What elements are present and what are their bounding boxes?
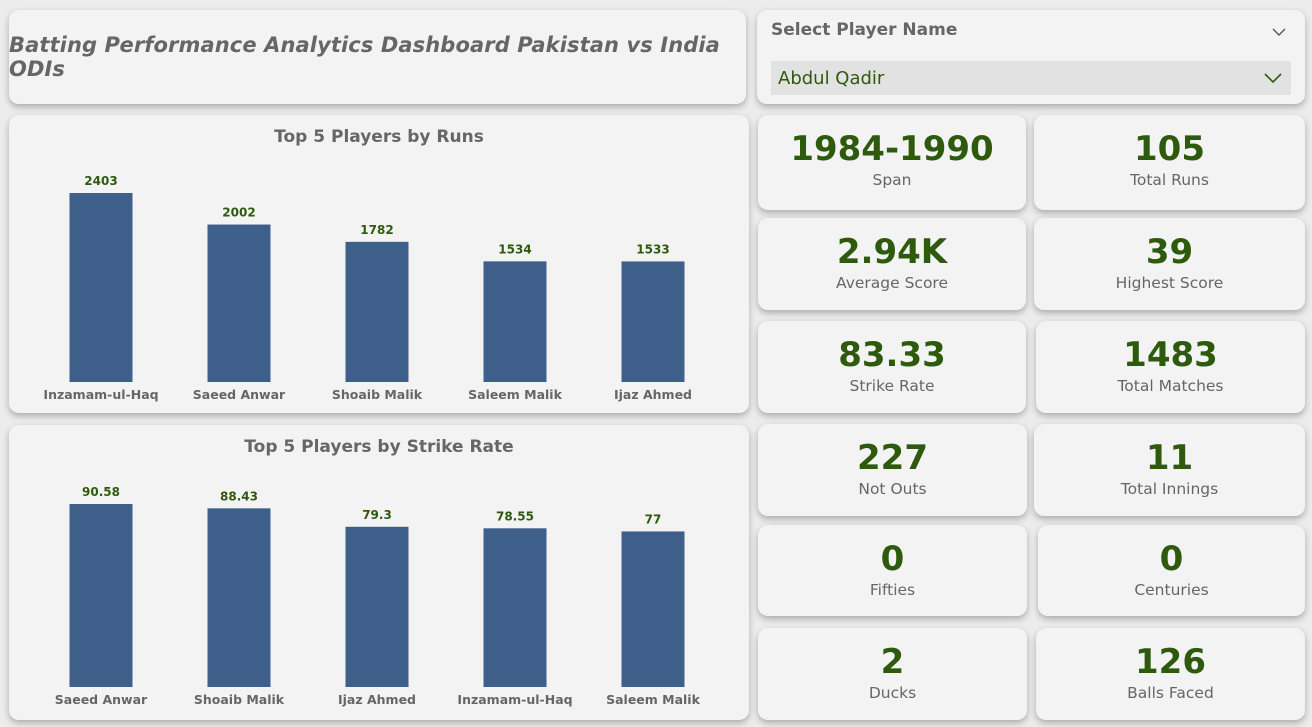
selected-player: Abdul Qadir: [778, 67, 885, 89]
player-dropdown[interactable]: Abdul Qadir: [771, 61, 1291, 95]
strike-rate-bar[interactable]: [207, 508, 271, 687]
kpi-value: 1483: [1123, 335, 1218, 375]
dashboard-title-card: Batting Performance Analytics Dashboard …: [9, 10, 746, 104]
runs-chart-card: Top 5 Players by Runs 2403 Inzamam-ul-Haq…: [9, 115, 749, 413]
chevron-down-icon[interactable]: [1271, 24, 1287, 40]
kpi-strike-rate: 83.33 Strike Rate: [758, 321, 1026, 413]
kpi-label: Fifties: [869, 581, 916, 599]
strike-rate-bar-chart: 90.58 Saeed Anwar 88.43 Shoaib Malik 79.3 Ija…: [55, 485, 701, 707]
strike-rate-bar[interactable]: [345, 526, 409, 687]
dashboard-title: Batting Performance Analytics Dashboard …: [9, 33, 720, 81]
runs-chart-title: Top 5 Players by Runs: [274, 127, 484, 147]
kpi-value: 39: [1145, 232, 1194, 272]
runs-bar[interactable]: [207, 224, 271, 382]
runs-data-label: 2403: [84, 174, 117, 188]
kpi-highest-score: 39 Highest Score: [1034, 218, 1305, 310]
kpi-value: 11: [1145, 438, 1194, 478]
kpi-average-score: 2.94K Average Score: [758, 218, 1026, 310]
runs-bar[interactable]: [345, 241, 409, 382]
runs-category-label: Saleem Malik: [468, 387, 562, 402]
strike-rate-chart-card: Top 5 Players by Strike Rate 90.58 Saeed …: [9, 425, 749, 720]
kpi-value: 126: [1135, 642, 1206, 682]
kpi-value: 83.33: [838, 335, 946, 375]
strike-rate-category-label: Saleem Malik: [606, 692, 700, 707]
strike-rate-bar[interactable]: [69, 504, 133, 687]
kpi-centuries: 0 Centuries: [1038, 525, 1305, 616]
kpi-span: 1984-1990 Span: [758, 115, 1026, 210]
strike-rate-data-label: 77: [645, 512, 662, 526]
runs-category-label: Ijaz Ahmed: [614, 387, 692, 402]
strike-rate-category-label: Inzamam-ul-Haq: [457, 692, 572, 707]
runs-bar[interactable]: [69, 193, 133, 382]
kpi-total-innings: 11 Total Innings: [1034, 424, 1305, 516]
strike-rate-bar[interactable]: [621, 531, 685, 687]
kpi-label: Balls Faced: [1127, 684, 1214, 702]
kpi-balls-faced: 126 Balls Faced: [1036, 628, 1305, 720]
kpi-label: Ducks: [868, 684, 917, 702]
strike-rate-data-label: 79.3: [362, 508, 392, 522]
kpi-label: Total Innings: [1120, 480, 1219, 498]
kpi-value: 2.94K: [836, 232, 948, 272]
kpi-ducks: 2 Ducks: [758, 628, 1027, 720]
kpi-value: 0: [1159, 539, 1184, 579]
strike-rate-data-label: 90.58: [82, 485, 120, 499]
kpi-value: 105: [1134, 129, 1205, 169]
strike-rate-category-label: Saeed Anwar: [55, 692, 148, 707]
runs-category-label: Saeed Anwar: [193, 387, 286, 402]
strike-rate-bar[interactable]: [483, 528, 547, 687]
kpi-total-runs: 105 Total Runs: [1034, 115, 1305, 210]
kpi-value: 2: [880, 642, 905, 682]
runs-bar-chart: 2403 Inzamam-ul-Haq 2002 Saeed Anwar 1782 Sho…: [43, 174, 692, 402]
strike-rate-category-label: Ijaz Ahmed: [338, 692, 416, 707]
runs-data-label: 1782: [360, 223, 393, 237]
kpi-label: Centuries: [1134, 581, 1209, 599]
runs-bar[interactable]: [621, 261, 685, 382]
strike-rate-category-label: Shoaib Malik: [194, 692, 285, 707]
runs-category-label: Inzamam-ul-Haq: [43, 387, 158, 402]
dropdown-chevron-icon[interactable]: [1263, 69, 1283, 87]
kpi-fifties: 0 Fifties: [758, 525, 1027, 616]
runs-data-label: 1534: [498, 242, 531, 256]
strike-rate-data-label: 88.43: [220, 489, 258, 503]
kpi-label: Strike Rate: [849, 377, 935, 395]
kpi-value: 1984-1990: [790, 129, 994, 169]
kpi-label: Highest Score: [1115, 274, 1224, 292]
kpi-label: Span: [872, 171, 912, 189]
kpi-not-outs: 227 Not Outs: [758, 424, 1027, 516]
kpi-label: Average Score: [836, 274, 948, 292]
runs-category-label: Shoaib Malik: [332, 387, 423, 402]
kpi-total-matches: 1483 Total Matches: [1036, 321, 1305, 413]
slicer-label: Select Player Name: [771, 20, 958, 40]
strike-rate-data-label: 78.55: [496, 509, 534, 523]
runs-data-label: 2002: [222, 206, 255, 220]
kpi-value: 0: [880, 539, 905, 579]
player-slicer[interactable]: Select Player Name Abdul Qadir: [757, 10, 1305, 104]
strike-rate-chart-title: Top 5 Players by Strike Rate: [244, 437, 514, 457]
kpi-label: Total Runs: [1130, 171, 1209, 189]
runs-data-label: 1533: [636, 242, 669, 256]
kpi-label: Not Outs: [858, 480, 927, 498]
kpi-value: 227: [857, 438, 928, 478]
kpi-label: Total Matches: [1117, 377, 1224, 395]
runs-bar[interactable]: [483, 261, 547, 382]
